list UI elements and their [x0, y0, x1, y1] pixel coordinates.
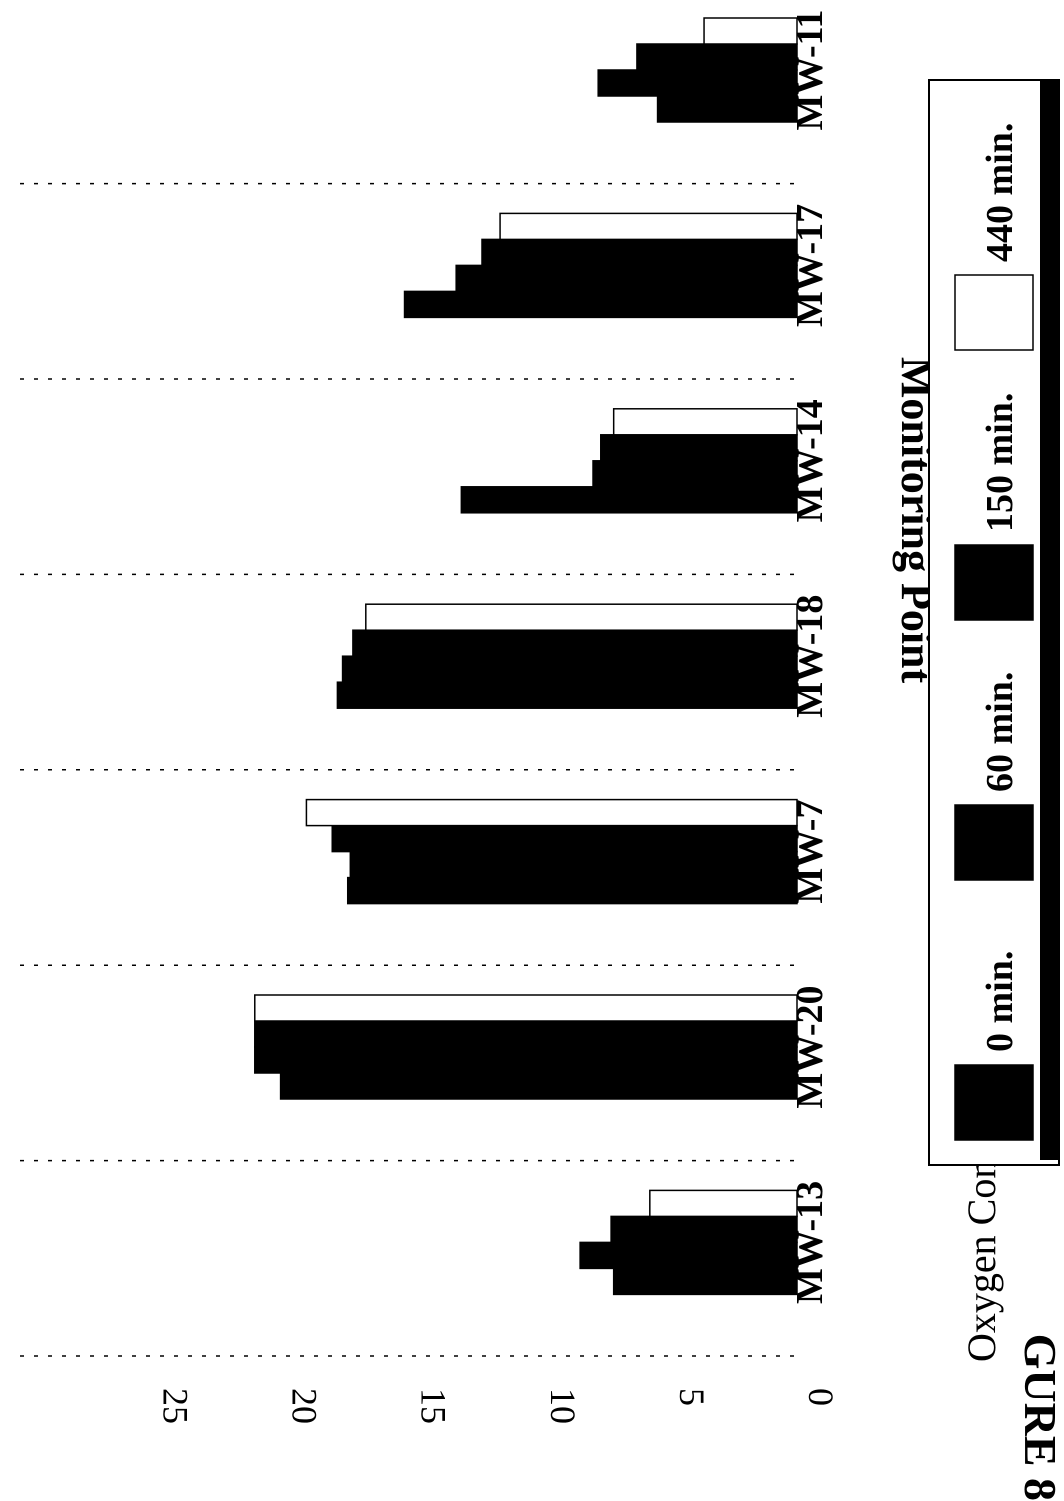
bar: [612, 408, 798, 436]
bar: [592, 460, 798, 488]
figure-label: GURE 8: [1015, 1334, 1064, 1501]
bar: [346, 876, 798, 905]
bar: [254, 1046, 798, 1074]
x-tick-label: MW-14: [789, 399, 831, 522]
legend-swatch: [954, 544, 1034, 621]
legend-swatch: [954, 274, 1034, 351]
legend-label: 0 min.: [979, 951, 1021, 1052]
bar: [305, 798, 798, 827]
legend-shadow: [1040, 80, 1058, 1160]
bar: [365, 603, 798, 631]
bar: [331, 824, 798, 853]
legend-label: 150 min.: [979, 393, 1021, 532]
bar: [336, 681, 798, 709]
bar: [403, 290, 798, 319]
legend-swatch: [954, 1064, 1034, 1141]
bar: [352, 629, 798, 657]
bar: [481, 238, 798, 267]
plot-area: 0 5 10 15 20 25 MW-13 MW-20 MW-7 MW-18 MW-14 MW-17 M…: [20, 9, 841, 1424]
bar: [460, 486, 798, 514]
bar: [597, 69, 798, 97]
bar: [349, 850, 798, 879]
bar: [579, 1241, 798, 1270]
x-tick-label: MW-13: [789, 1181, 831, 1304]
bar: [254, 994, 798, 1022]
legend-label: 60 min.: [979, 672, 1021, 792]
bar: [636, 43, 798, 71]
bar: [600, 434, 798, 462]
legend-swatch: [954, 804, 1034, 881]
y-tick-label: 20: [285, 1388, 325, 1424]
bar: [455, 264, 798, 293]
bar: [703, 17, 798, 45]
bar: [612, 1267, 798, 1296]
x-tick-label: MW-7: [789, 800, 831, 904]
y-tick-label: 25: [156, 1388, 196, 1424]
bar: [254, 1020, 798, 1048]
bar: [656, 95, 798, 123]
x-tick-label: MW-20: [789, 985, 831, 1108]
bar: [610, 1215, 798, 1244]
bar: [341, 655, 798, 683]
bar: [279, 1072, 798, 1100]
y-tick-label: 5: [672, 1388, 712, 1406]
legend: 0 min. 60 min. 150 min. 440 min.: [928, 79, 1060, 1166]
bar: [649, 1189, 798, 1218]
x-tick-label: MW-17: [789, 204, 831, 327]
y-tick-label: 15: [414, 1388, 454, 1424]
legend-box: [928, 79, 1060, 1166]
bar: [499, 212, 798, 241]
y-tick-label: 0: [801, 1388, 841, 1406]
x-tick-label: MW-18: [789, 595, 831, 718]
y-tick-label: 10: [543, 1388, 583, 1424]
legend-label: 440 min.: [979, 123, 1021, 262]
x-tick-label: MW-11: [789, 9, 831, 130]
